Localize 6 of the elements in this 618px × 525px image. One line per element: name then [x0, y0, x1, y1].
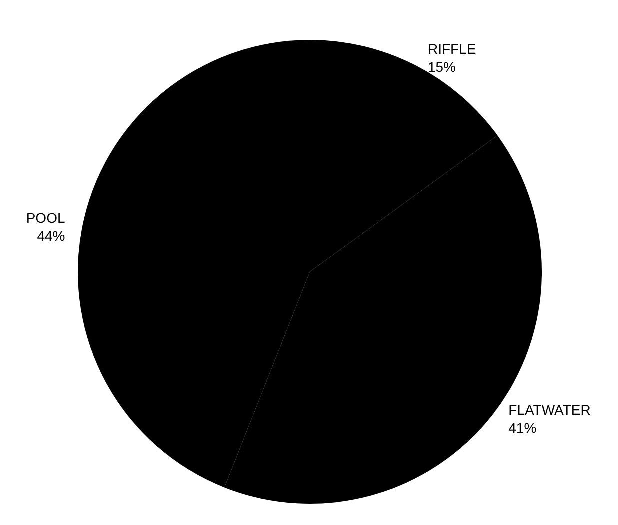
data-label: 41%	[508, 420, 537, 436]
slice-label: FLATWATER	[508, 402, 591, 418]
slice-label: POOL	[26, 210, 66, 226]
data-label: 15%	[428, 59, 456, 76]
data-label: 44%	[37, 228, 66, 244]
slice-label: RIFFLE	[428, 41, 476, 58]
